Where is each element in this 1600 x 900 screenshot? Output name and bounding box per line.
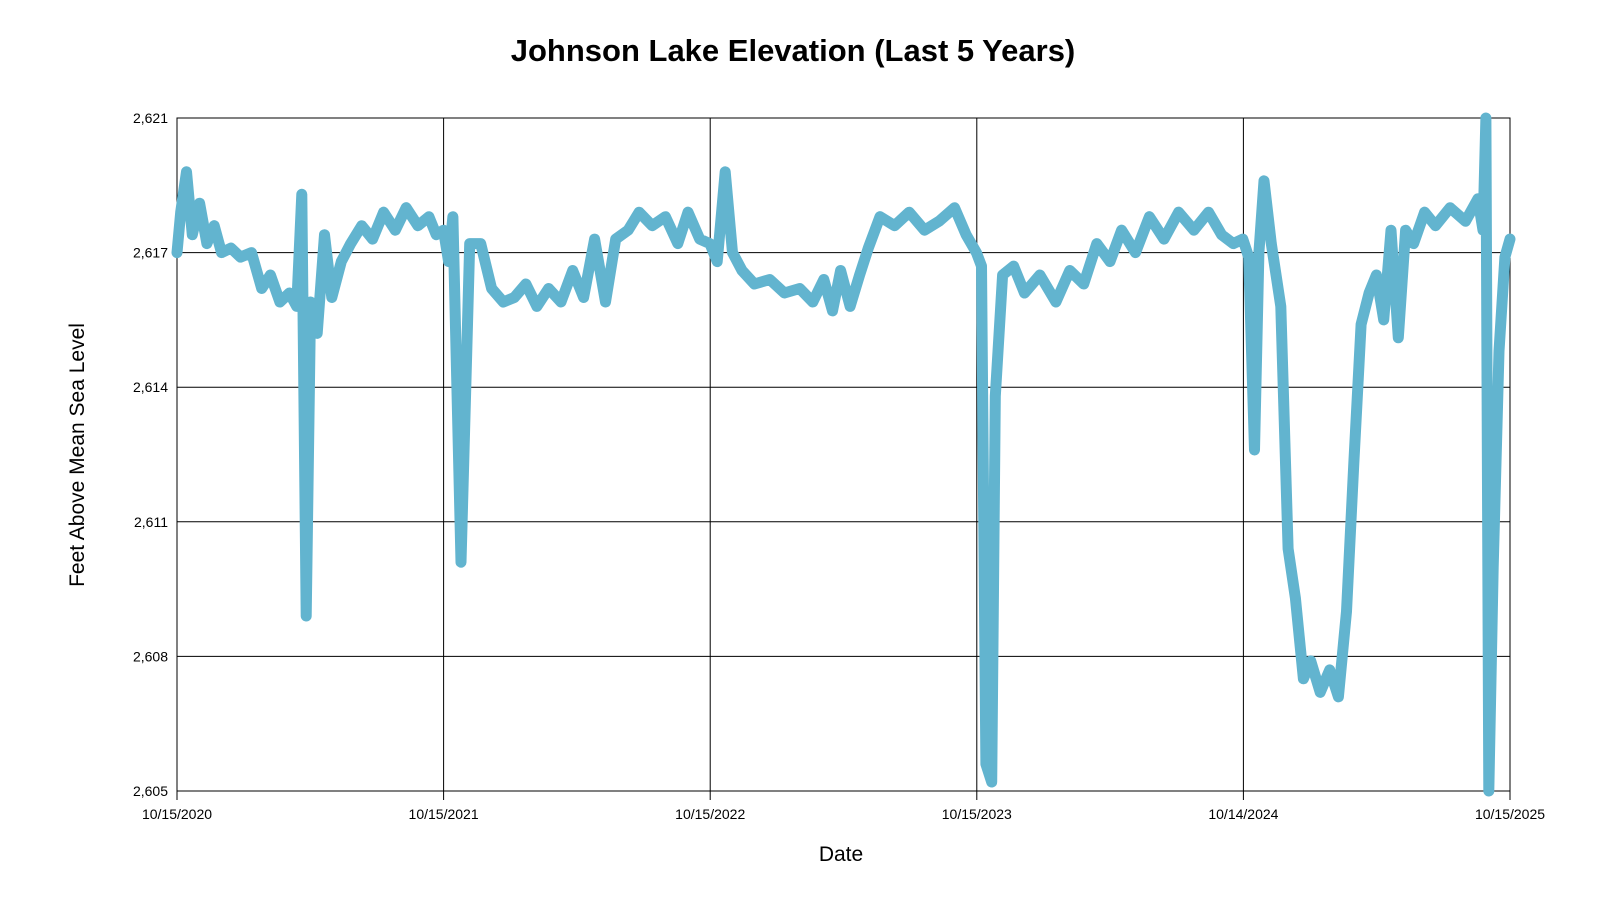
x-axis-tick-labels: 10/15/2020 10/15/2021 10/15/2022 10/15/2023… <box>142 806 1545 822</box>
x-tick-label: 10/15/2020 <box>142 806 212 822</box>
y-tick-label: 2,617 <box>133 245 168 261</box>
x-tick-label: 10/15/2025 <box>1475 806 1545 822</box>
x-axis-label: Date <box>819 843 863 866</box>
y-tick-label: 2,621 <box>133 110 168 126</box>
x-tick-label: 10/14/2024 <box>1208 806 1278 822</box>
x-tick-label: 10/15/2022 <box>675 806 745 822</box>
x-tick-label: 10/15/2023 <box>942 806 1012 822</box>
y-axis-label: Feet Above Mean Sea Level <box>66 323 89 587</box>
y-axis-tick-labels: 2,605 2,608 2,611 2,614 2,617 2,621 <box>133 110 168 799</box>
y-tick-label: 2,614 <box>133 379 168 395</box>
y-tick-label: 2,608 <box>133 648 168 664</box>
plot-area-frame <box>176 117 1511 792</box>
elevation-series-line <box>171 112 1516 797</box>
y-tick-label: 2,611 <box>134 514 168 530</box>
y-tick-label: 2,605 <box>133 783 168 799</box>
x-tick-label: 10/15/2021 <box>409 806 479 822</box>
chart-title: Johnson Lake Elevation (Last 5 Years) <box>511 33 1076 68</box>
